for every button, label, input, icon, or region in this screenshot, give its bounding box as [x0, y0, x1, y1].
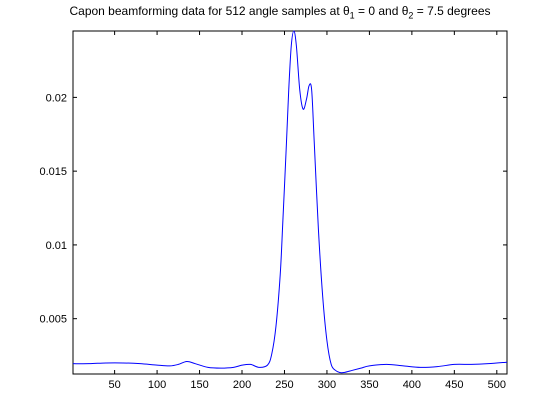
x-tick-label: 150	[190, 379, 208, 391]
theta-2-subscript: 2	[408, 10, 414, 21]
y-tick-label: 0.005	[39, 314, 67, 326]
x-tick-label: 500	[488, 379, 506, 391]
y-tick-label: 0.015	[39, 166, 67, 178]
x-tick-label: 450	[445, 379, 463, 391]
x-tick-label: 200	[233, 379, 251, 391]
x-tick-label: 100	[148, 379, 166, 391]
tick-group	[73, 31, 507, 374]
theta-1-subscript: 1	[349, 10, 355, 21]
x-tick-label: 400	[403, 379, 421, 391]
x-tick-label: 350	[360, 379, 378, 391]
y-tick-label: 0.01	[46, 240, 67, 252]
title-prefix: Capon beamforming data for 512 angle sam…	[69, 4, 343, 18]
theta-2-symbol: θ	[401, 4, 409, 18]
axes-box	[72, 30, 508, 375]
title-suffix: = 7.5 degrees	[413, 4, 491, 18]
series-line	[72, 30, 508, 374]
tick-label-group: 50 100 150 200 250 300 350 400 450 500 0.005 0.01 0.…	[39, 92, 506, 391]
title-middle: = 0 and	[354, 4, 402, 18]
theta-1-symbol: θ	[342, 4, 350, 18]
x-tick-label: 50	[108, 379, 120, 391]
x-tick-label: 250	[275, 379, 293, 391]
chart-title: Capon beamforming data for 512 angle sam…	[0, 4, 560, 20]
y-tick-label: 0.02	[46, 92, 67, 104]
x-tick-label: 300	[318, 379, 336, 391]
